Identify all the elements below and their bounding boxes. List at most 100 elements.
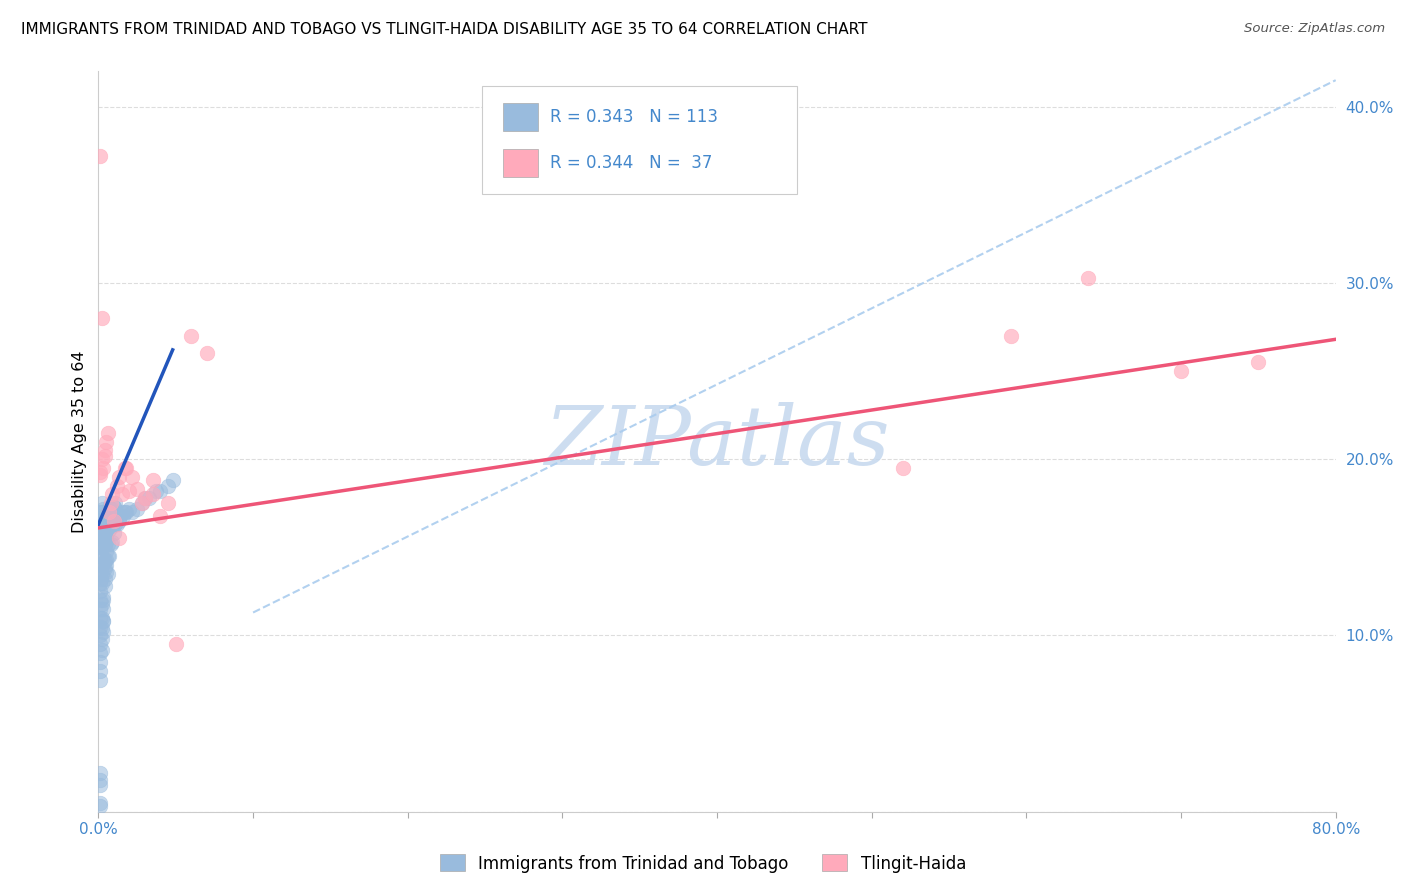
Point (89, 611, 111, 625)
Point (118, 501, 141, 516)
Point (89, 602, 111, 616)
Point (93, 561, 115, 575)
Point (91, 590, 114, 604)
Point (91, 593, 114, 607)
Point (90, 523, 112, 537)
Point (89, 593, 111, 607)
Point (93, 535, 115, 549)
Point (121, 470, 143, 484)
Point (89, 465, 111, 479)
Point (91, 508, 114, 523)
Point (131, 496, 153, 510)
Point (1077, 270, 1099, 285)
Point (91, 519, 114, 533)
Point (103, 500, 125, 514)
Point (90, 496, 112, 510)
Point (91, 624, 114, 639)
Point (114, 505, 136, 519)
Point (101, 535, 124, 549)
Text: R = 0.343   N = 113: R = 0.343 N = 113 (550, 108, 718, 127)
FancyBboxPatch shape (503, 103, 537, 131)
Point (97, 425, 120, 440)
Point (149, 508, 172, 523)
Point (89, 673, 111, 687)
Point (98, 508, 121, 523)
Point (96, 514, 118, 528)
Point (104, 517, 127, 532)
Point (97, 537, 120, 551)
Point (101, 487, 124, 501)
Point (90, 597, 112, 611)
Text: R = 0.344   N =  37: R = 0.344 N = 37 (550, 154, 713, 172)
Point (96, 565, 118, 579)
Point (89, 558, 111, 572)
Point (89, 655, 111, 669)
Point (91, 615, 114, 629)
Point (90, 611, 112, 625)
Point (121, 505, 143, 519)
Point (97, 549, 120, 563)
Point (101, 501, 124, 516)
Point (107, 514, 129, 528)
Point (91, 461, 114, 475)
Point (93, 517, 115, 532)
Point (891, 461, 914, 475)
Point (105, 478, 128, 492)
Point (89, 664, 111, 678)
Point (108, 508, 131, 523)
Point (89, 619, 111, 633)
Point (90, 311, 112, 326)
Point (1000, 328, 1022, 343)
Point (115, 505, 138, 519)
Point (107, 532, 129, 546)
Point (89, 796, 111, 810)
Point (96, 558, 118, 572)
Point (165, 637, 187, 651)
Point (101, 519, 124, 533)
FancyBboxPatch shape (482, 87, 797, 194)
Point (98, 500, 121, 514)
Y-axis label: Disability Age 35 to 64: Disability Age 35 to 64 (72, 351, 87, 533)
Point (93, 537, 115, 551)
Point (97, 508, 120, 523)
Point (89, 575, 111, 590)
Point (111, 487, 132, 501)
Point (157, 478, 180, 492)
Point (103, 526, 125, 541)
Legend: Immigrants from Trinidad and Tobago, Tlingit-Haida: Immigrants from Trinidad and Tobago, Tli… (433, 847, 973, 880)
Point (96, 544, 118, 558)
Text: ZIPatlas: ZIPatlas (544, 401, 890, 482)
Point (131, 496, 153, 510)
Point (90, 514, 112, 528)
Point (105, 517, 128, 532)
Point (180, 328, 202, 343)
Point (93, 508, 115, 523)
Point (103, 514, 125, 528)
Point (100, 496, 122, 510)
Point (103, 514, 125, 528)
Point (89, 772, 111, 787)
Point (89, 584, 111, 599)
Point (96, 523, 118, 537)
Point (141, 487, 165, 501)
Point (127, 501, 149, 516)
Point (90, 541, 112, 555)
Point (162, 473, 184, 487)
Point (91, 501, 114, 516)
Point (89, 778, 111, 792)
Point (134, 491, 156, 505)
Point (96, 535, 118, 549)
Point (114, 461, 136, 475)
Point (96, 530, 118, 544)
Point (103, 500, 125, 514)
Point (111, 505, 132, 519)
Point (96, 434, 118, 449)
Point (91, 615, 114, 629)
Point (90, 621, 112, 635)
Point (98, 505, 121, 519)
Point (93, 526, 115, 541)
Point (100, 514, 122, 528)
Point (90, 575, 112, 590)
Point (91, 642, 114, 657)
Point (89, 532, 111, 546)
